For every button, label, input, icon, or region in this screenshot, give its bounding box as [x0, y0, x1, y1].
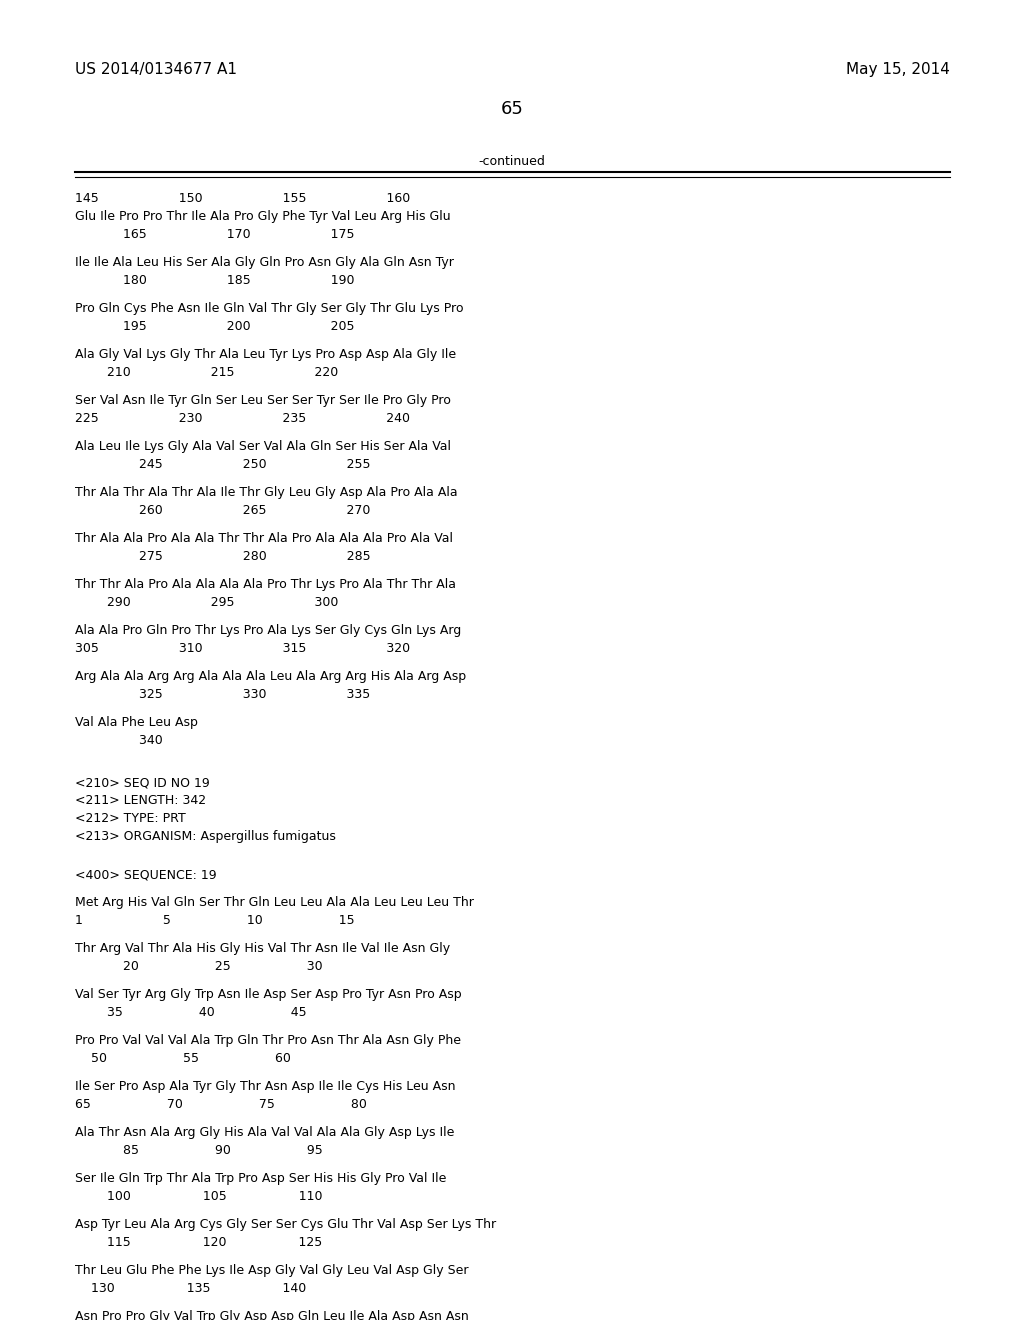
Text: 145                    150                    155                    160: 145 150 155 160 [75, 191, 411, 205]
Text: Asp Tyr Leu Ala Arg Cys Gly Ser Ser Cys Glu Thr Val Asp Ser Lys Thr: Asp Tyr Leu Ala Arg Cys Gly Ser Ser Cys … [75, 1218, 496, 1232]
Text: Thr Thr Ala Pro Ala Ala Ala Ala Pro Thr Lys Pro Ala Thr Thr Ala: Thr Thr Ala Pro Ala Ala Ala Ala Pro Thr … [75, 578, 456, 591]
Text: 275                    280                    285: 275 280 285 [75, 550, 371, 564]
Text: Thr Leu Glu Phe Phe Lys Ile Asp Gly Val Gly Leu Val Asp Gly Ser: Thr Leu Glu Phe Phe Lys Ile Asp Gly Val … [75, 1265, 469, 1276]
Text: Thr Arg Val Thr Ala His Gly His Val Thr Asn Ile Val Ile Asn Gly: Thr Arg Val Thr Ala His Gly His Val Thr … [75, 942, 451, 954]
Text: 195                    200                    205: 195 200 205 [75, 319, 354, 333]
Text: 85                   90                   95: 85 90 95 [75, 1144, 323, 1158]
Text: Val Ala Phe Leu Asp: Val Ala Phe Leu Asp [75, 715, 198, 729]
Text: 1                    5                   10                   15: 1 5 10 15 [75, 913, 354, 927]
Text: 290                    295                    300: 290 295 300 [75, 597, 338, 609]
Text: 245                    250                    255: 245 250 255 [75, 458, 371, 471]
Text: <400> SEQUENCE: 19: <400> SEQUENCE: 19 [75, 869, 217, 880]
Text: Ser Ile Gln Trp Thr Ala Trp Pro Asp Ser His His Gly Pro Val Ile: Ser Ile Gln Trp Thr Ala Trp Pro Asp Ser … [75, 1172, 446, 1185]
Text: 115                  120                  125: 115 120 125 [75, 1236, 323, 1249]
Text: Pro Pro Val Val Val Ala Trp Gln Thr Pro Asn Thr Ala Asn Gly Phe: Pro Pro Val Val Val Ala Trp Gln Thr Pro … [75, 1034, 461, 1047]
Text: 65: 65 [501, 100, 523, 117]
Text: Thr Ala Ala Pro Ala Ala Thr Thr Ala Pro Ala Ala Ala Pro Ala Val: Thr Ala Ala Pro Ala Ala Thr Thr Ala Pro … [75, 532, 453, 545]
Text: US 2014/0134677 A1: US 2014/0134677 A1 [75, 62, 237, 77]
Text: Ala Ala Pro Gln Pro Thr Lys Pro Ala Lys Ser Gly Cys Gln Lys Arg: Ala Ala Pro Gln Pro Thr Lys Pro Ala Lys … [75, 624, 461, 638]
Text: Ile Ile Ala Leu His Ser Ala Gly Gln Pro Asn Gly Ala Gln Asn Tyr: Ile Ile Ala Leu His Ser Ala Gly Gln Pro … [75, 256, 454, 269]
Text: Val Ser Tyr Arg Gly Trp Asn Ile Asp Ser Asp Pro Tyr Asn Pro Asp: Val Ser Tyr Arg Gly Trp Asn Ile Asp Ser … [75, 987, 462, 1001]
Text: 180                    185                    190: 180 185 190 [75, 275, 354, 286]
Text: 340: 340 [75, 734, 163, 747]
Text: May 15, 2014: May 15, 2014 [846, 62, 950, 77]
Text: 165                    170                    175: 165 170 175 [75, 228, 354, 242]
Text: <213> ORGANISM: Aspergillus fumigatus: <213> ORGANISM: Aspergillus fumigatus [75, 830, 336, 843]
Text: Ala Leu Ile Lys Gly Ala Val Ser Val Ala Gln Ser His Ser Ala Val: Ala Leu Ile Lys Gly Ala Val Ser Val Ala … [75, 440, 451, 453]
Text: 35                   40                   45: 35 40 45 [75, 1006, 306, 1019]
Text: 20                   25                   30: 20 25 30 [75, 960, 323, 973]
Text: <212> TYPE: PRT: <212> TYPE: PRT [75, 812, 185, 825]
Text: Met Arg His Val Gln Ser Thr Gln Leu Leu Ala Ala Leu Leu Leu Thr: Met Arg His Val Gln Ser Thr Gln Leu Leu … [75, 896, 474, 909]
Text: Pro Gln Cys Phe Asn Ile Gln Val Thr Gly Ser Gly Thr Glu Lys Pro: Pro Gln Cys Phe Asn Ile Gln Val Thr Gly … [75, 302, 464, 315]
Text: Glu Ile Pro Pro Thr Ile Ala Pro Gly Phe Tyr Val Leu Arg His Glu: Glu Ile Pro Pro Thr Ile Ala Pro Gly Phe … [75, 210, 451, 223]
Text: 50                   55                   60: 50 55 60 [75, 1052, 291, 1065]
Text: Ser Val Asn Ile Tyr Gln Ser Leu Ser Ser Tyr Ser Ile Pro Gly Pro: Ser Val Asn Ile Tyr Gln Ser Leu Ser Ser … [75, 393, 451, 407]
Text: 225                    230                    235                    240: 225 230 235 240 [75, 412, 410, 425]
Text: 65                   70                   75                   80: 65 70 75 80 [75, 1098, 367, 1111]
Text: Ile Ser Pro Asp Ala Tyr Gly Thr Asn Asp Ile Ile Cys His Leu Asn: Ile Ser Pro Asp Ala Tyr Gly Thr Asn Asp … [75, 1080, 456, 1093]
Text: 305                    310                    315                    320: 305 310 315 320 [75, 642, 411, 655]
Text: 100                  105                  110: 100 105 110 [75, 1191, 323, 1203]
Text: Ala Thr Asn Ala Arg Gly His Ala Val Val Ala Ala Gly Asp Lys Ile: Ala Thr Asn Ala Arg Gly His Ala Val Val … [75, 1126, 455, 1139]
Text: Thr Ala Thr Ala Thr Ala Ile Thr Gly Leu Gly Asp Ala Pro Ala Ala: Thr Ala Thr Ala Thr Ala Ile Thr Gly Leu … [75, 486, 458, 499]
Text: Arg Ala Ala Arg Arg Ala Ala Ala Leu Ala Arg Arg His Ala Arg Asp: Arg Ala Ala Arg Arg Ala Ala Ala Leu Ala … [75, 671, 466, 682]
Text: 210                    215                    220: 210 215 220 [75, 366, 338, 379]
Text: 130                  135                  140: 130 135 140 [75, 1282, 306, 1295]
Text: 325                    330                    335: 325 330 335 [75, 688, 371, 701]
Text: 260                    265                    270: 260 265 270 [75, 504, 371, 517]
Text: -continued: -continued [478, 154, 546, 168]
Text: Ala Gly Val Lys Gly Thr Ala Leu Tyr Lys Pro Asp Asp Ala Gly Ile: Ala Gly Val Lys Gly Thr Ala Leu Tyr Lys … [75, 348, 456, 360]
Text: <210> SEQ ID NO 19: <210> SEQ ID NO 19 [75, 776, 210, 789]
Text: Asn Pro Pro Gly Val Trp Gly Asp Asp Gln Leu Ile Ala Asp Asn Asn: Asn Pro Pro Gly Val Trp Gly Asp Asp Gln … [75, 1309, 469, 1320]
Text: <211> LENGTH: 342: <211> LENGTH: 342 [75, 795, 206, 807]
